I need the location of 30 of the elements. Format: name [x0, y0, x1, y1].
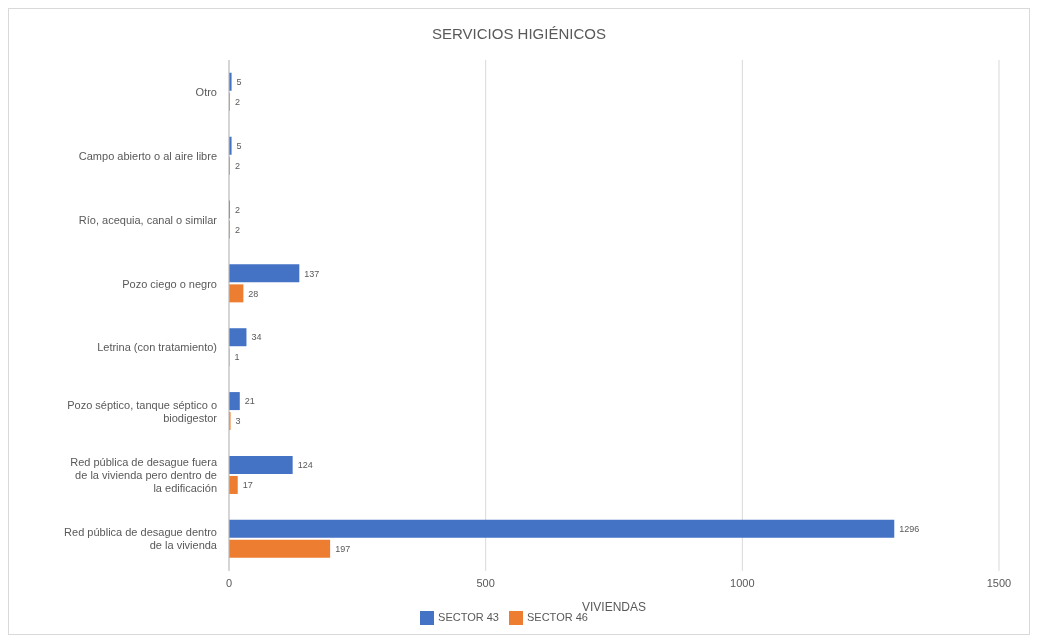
y-tick-label: Otro	[195, 85, 217, 98]
y-tick-label: Campo abierto o al aire libre	[78, 149, 217, 162]
data-label: 28	[248, 288, 259, 299]
x-tick-label: 1500	[986, 576, 1012, 589]
x-tick-label: 500	[476, 576, 495, 589]
x-tick-label: 0	[225, 576, 233, 589]
data-label: 21	[244, 396, 255, 407]
data-label: 124	[297, 460, 313, 471]
data-label: 1	[234, 352, 240, 363]
data-label: 3	[235, 416, 241, 427]
data-label: 2	[235, 160, 241, 171]
y-tick-label: Letrina (con tratamiento)	[97, 341, 217, 354]
y-tick-label: Pozo séptico, tanque séptico o biodigestor	[67, 398, 218, 424]
y-tick-label: Río, acequia, canal o similar	[78, 213, 218, 226]
data-label: 2	[235, 204, 241, 215]
y-tick-label: Red pública de desague fuera de la vivienda pero dentro de la edificación	[70, 456, 218, 495]
data-label: 5	[236, 140, 242, 151]
data-label: 17	[242, 480, 253, 491]
data-label: 197	[335, 544, 351, 555]
data-label: 2	[235, 224, 241, 235]
x-tick-label: 1000	[730, 576, 755, 589]
data-label: 137	[304, 268, 320, 279]
y-tick-label: Pozo ciego o negro	[122, 277, 217, 290]
data-label: 34	[251, 332, 262, 343]
chart-title: SERVICIOS HIGIÉNICOS	[431, 24, 607, 44]
legend-label: SECTOR 43	[438, 610, 499, 623]
y-tick-label: Red pública de desague dentro de la vivienda	[64, 526, 218, 552]
data-label: 2	[235, 96, 241, 107]
data-label: 5	[236, 76, 242, 87]
data-label: 1296	[899, 524, 920, 535]
